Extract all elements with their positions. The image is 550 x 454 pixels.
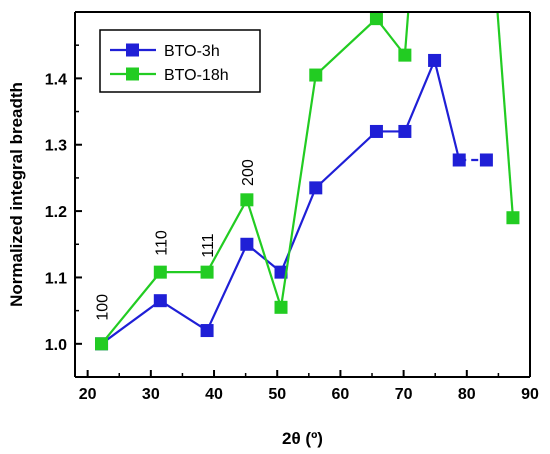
x-tick-label: 20: [79, 386, 97, 403]
series-bto-3h-point: [240, 237, 254, 251]
legend-box: [99, 29, 261, 93]
series-bto-3h-line: [100, 56, 461, 345]
peak-label: 200: [240, 159, 257, 186]
series-bto-3h-point: [153, 294, 167, 308]
series-bto-18h-point: [240, 193, 254, 207]
y-tick-label: 1.0: [45, 337, 67, 354]
legend-label: BTO-18h: [164, 67, 229, 84]
legend-marker: [126, 67, 139, 81]
series-bto-18h-point: [309, 68, 323, 82]
series-bto-18h-point: [95, 337, 109, 351]
series-bto-18h-point: [274, 300, 288, 314]
series-bto-3h-point: [200, 324, 214, 338]
y-tick-label: 1.2: [45, 204, 67, 221]
legend: BTO-3h BTO-18h: [99, 29, 261, 93]
series-bto-3h-point: [369, 124, 383, 138]
y-tick-label: 1.1: [45, 270, 67, 287]
series-bto-18h-point: [506, 211, 520, 225]
peak-label: 111: [200, 233, 217, 257]
series-bto-3h-point: [479, 153, 493, 167]
x-tick-label: 90: [521, 386, 539, 403]
x-tick-label: 70: [395, 386, 413, 403]
peak-label: 110: [153, 230, 170, 256]
x-axis-title: 2θ (º): [282, 429, 323, 448]
series-bto-3h-point: [274, 265, 288, 279]
plot-area: 20 30 40 50 60 70 80 90 1.0 1.1 1.2 1.3 1.4 100 110 111…: [45, 11, 539, 403]
series-bto-3h-point: [452, 153, 466, 167]
series-bto-18h-point: [369, 12, 383, 26]
x-tick-label: 80: [458, 386, 476, 403]
x-tick-label: 60: [332, 386, 350, 403]
x-tick-label: 50: [268, 386, 286, 403]
legend-label: BTO-3h: [164, 43, 220, 60]
series-bto-18h-line: [496, 12, 515, 218]
series-bto-3h-point: [309, 181, 323, 195]
peak-label: 100: [95, 294, 112, 321]
series-bto-18h-point: [398, 48, 412, 62]
series-bto-3h-point: [428, 53, 442, 67]
series-bto-3h-point: [398, 124, 412, 138]
data-layer: [95, 12, 520, 351]
legend-marker: [126, 43, 139, 57]
y-tick-label: 1.3: [45, 138, 67, 155]
y-axis-title: Normalized integral breadth: [7, 82, 26, 307]
x-tick-label: 30: [142, 386, 160, 403]
y-tick-label: 1.4: [45, 71, 67, 88]
series-bto-18h-point: [200, 265, 214, 279]
series-bto-18h-point: [153, 265, 167, 279]
x-tick-label: 40: [205, 386, 223, 403]
